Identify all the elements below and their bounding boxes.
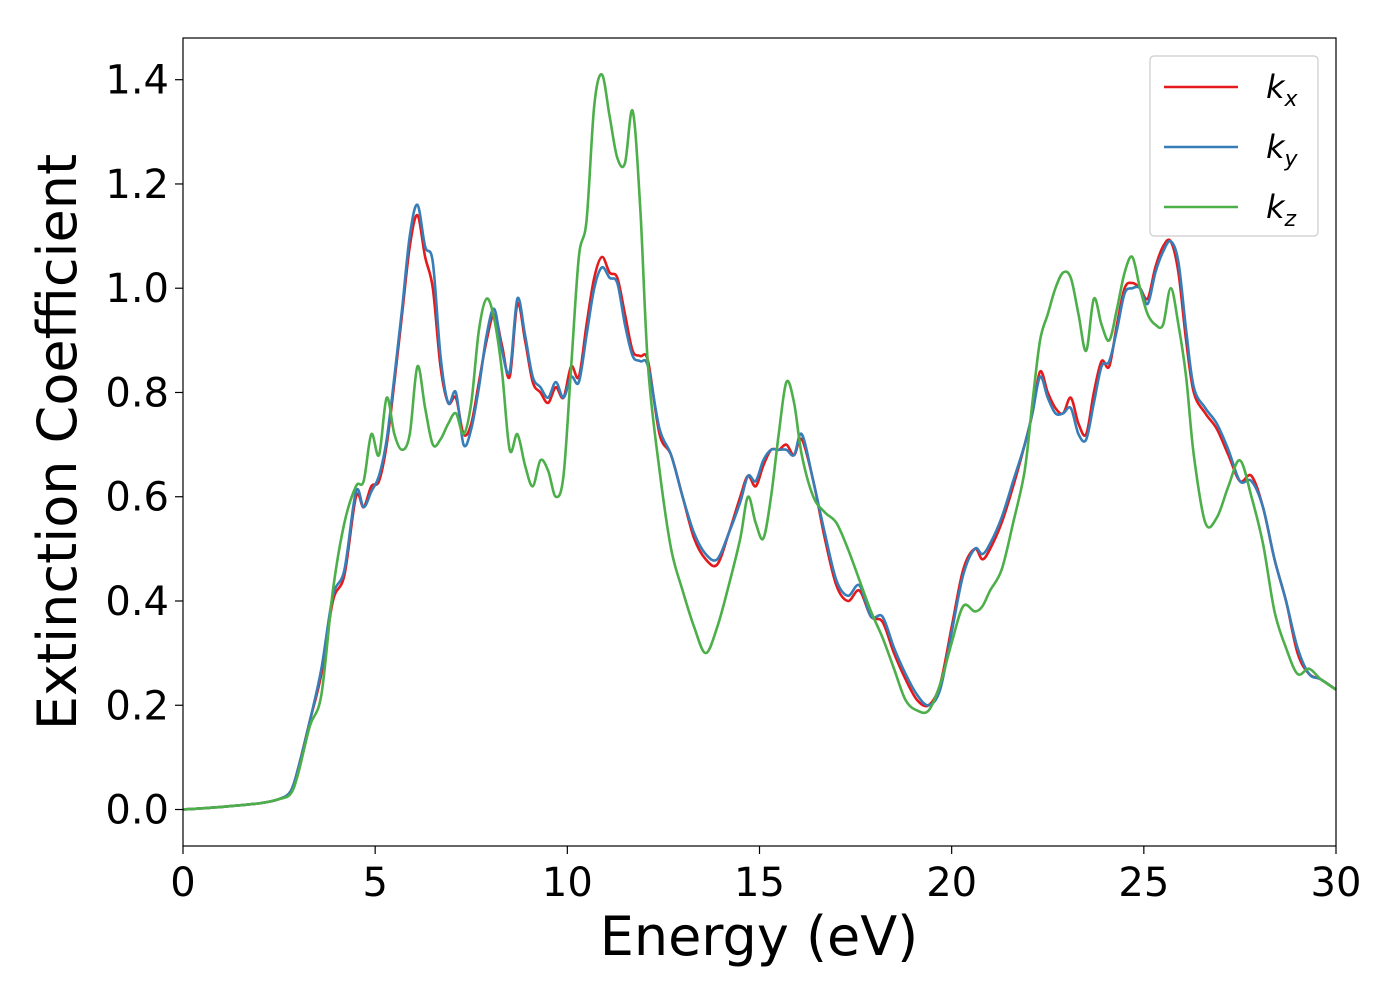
chart-legend: kx ky kz bbox=[1149, 55, 1319, 237]
y-tick-label: 0.8 bbox=[105, 370, 169, 416]
y-tick-label: 0.0 bbox=[105, 788, 169, 834]
y-axis-title: Extinction Coefficient bbox=[26, 154, 89, 730]
x-tick-label: 15 bbox=[734, 860, 785, 906]
y-tick-label: 1.2 bbox=[105, 162, 169, 208]
y-tick-label: 1.4 bbox=[105, 58, 169, 104]
legend-label-x: kx bbox=[1266, 68, 1299, 112]
legend-label-y: ky bbox=[1266, 128, 1299, 172]
series-line-z bbox=[182, 73, 1337, 811]
x-axis-title: Energy (eV) bbox=[600, 905, 919, 968]
series-line-x bbox=[182, 213, 1337, 811]
x-axis-ticks: 0 5 10 15 20 25 30 bbox=[170, 846, 1361, 906]
x-tick-label: 20 bbox=[926, 860, 977, 906]
y-tick-label: 0.2 bbox=[105, 683, 169, 729]
legend-label-z: kz bbox=[1266, 188, 1297, 232]
series-layer bbox=[182, 73, 1337, 811]
x-tick-label: 5 bbox=[362, 860, 387, 906]
series-line-y bbox=[182, 203, 1337, 811]
y-tick-label: 0.6 bbox=[105, 475, 169, 521]
y-axis-ticks: 0.0 0.2 0.4 0.6 0.8 1.0 1.2 1.4 bbox=[105, 58, 183, 834]
y-tick-label: 0.4 bbox=[105, 579, 169, 625]
x-tick-label: 10 bbox=[542, 860, 593, 906]
y-tick-label: 1.0 bbox=[105, 266, 169, 312]
x-tick-label: 25 bbox=[1118, 860, 1169, 906]
x-tick-label: 30 bbox=[1311, 860, 1362, 906]
x-tick-label: 0 bbox=[170, 860, 195, 906]
